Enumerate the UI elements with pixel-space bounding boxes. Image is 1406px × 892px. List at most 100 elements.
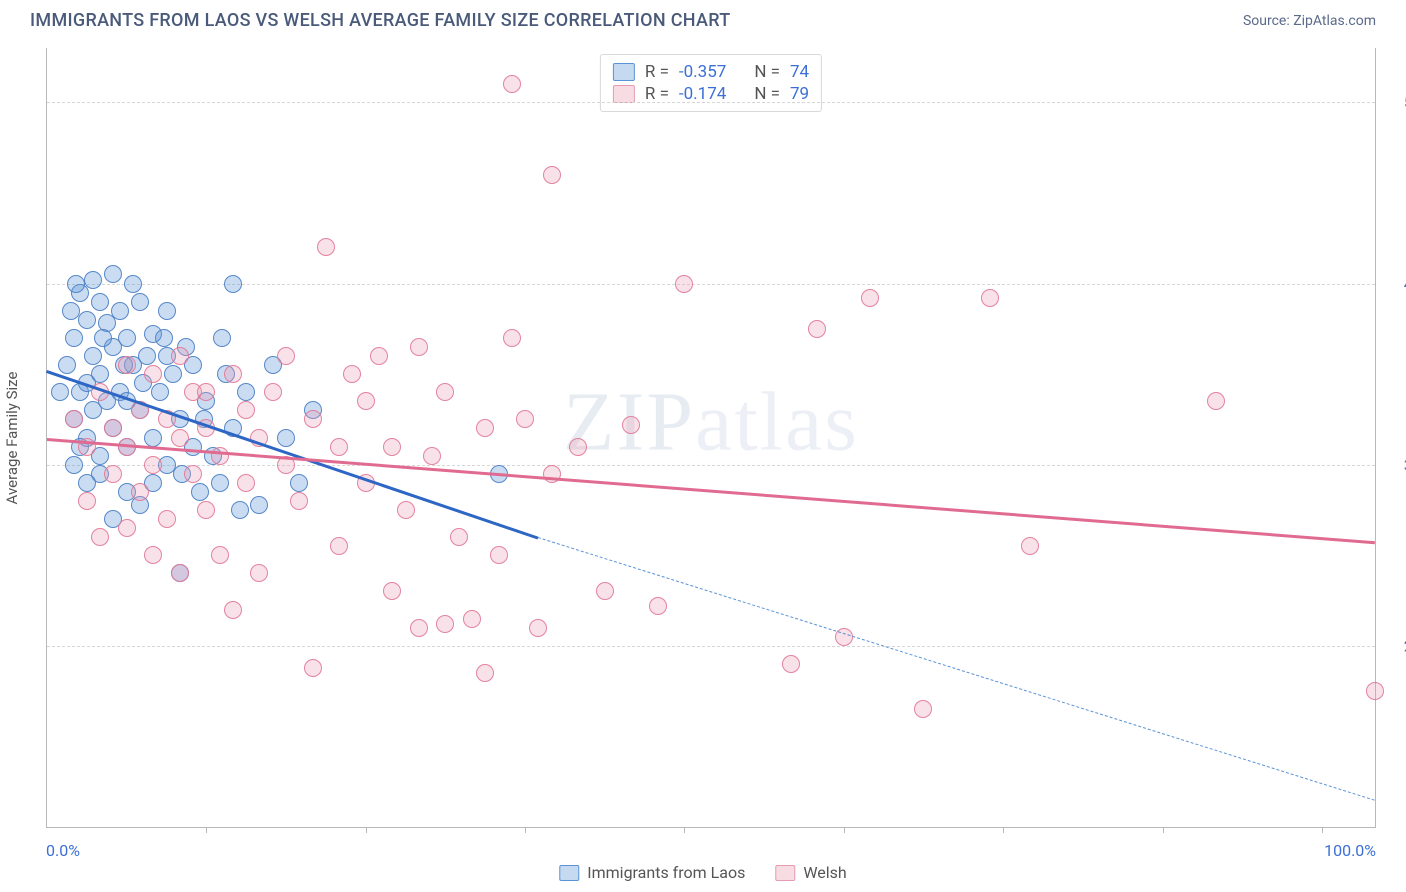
data-point (131, 483, 149, 501)
data-point (91, 528, 109, 546)
data-point (164, 365, 182, 383)
source-label: Source: (1243, 13, 1293, 29)
data-point (304, 659, 322, 677)
data-point (231, 501, 249, 519)
data-point (317, 238, 335, 256)
data-point (596, 582, 614, 600)
data-point (211, 474, 229, 492)
y-tick-label: 4.00 (1385, 274, 1406, 293)
data-point (84, 271, 102, 289)
data-point (463, 610, 481, 628)
data-point (476, 419, 494, 437)
data-point (211, 447, 229, 465)
data-point (144, 546, 162, 564)
data-point (237, 401, 255, 419)
data-point (78, 474, 96, 492)
data-point (503, 75, 521, 93)
data-point (290, 492, 308, 510)
data-point (543, 166, 561, 184)
data-point (357, 392, 375, 410)
data-point (51, 383, 69, 401)
data-point (330, 537, 348, 555)
plot-area: ZIPatlas R = -0.357N = 74R = -0.174N = 7… (46, 48, 1376, 828)
data-point (675, 275, 693, 293)
data-point (1366, 682, 1384, 700)
data-point (861, 289, 879, 307)
data-point (151, 383, 169, 401)
data-point (981, 289, 999, 307)
data-point (622, 416, 640, 434)
data-point (138, 347, 156, 365)
data-point (171, 564, 189, 582)
data-point (290, 474, 308, 492)
y-tick-label: 5.00 (1385, 93, 1406, 112)
data-point (237, 474, 255, 492)
data-point (104, 465, 122, 483)
data-point (155, 329, 173, 347)
data-point (104, 419, 122, 437)
y-gridline (47, 102, 1375, 103)
n-value: 79 (790, 84, 809, 104)
data-point (914, 700, 932, 718)
x-axis-label-left: 0.0% (46, 841, 80, 860)
x-tick (206, 827, 207, 833)
data-point (124, 275, 142, 293)
x-axis-label-right: 100.0% (1324, 841, 1376, 860)
n-value: 74 (790, 62, 809, 82)
data-point (304, 410, 322, 428)
data-point (224, 275, 242, 293)
data-point (118, 356, 136, 374)
data-point (808, 320, 826, 338)
legend-label: Welsh (803, 863, 846, 882)
data-point (529, 619, 547, 637)
data-point (158, 302, 176, 320)
data-point (213, 329, 231, 347)
data-point (423, 447, 441, 465)
r-value: -0.174 (679, 84, 726, 104)
chart-title: IMMIGRANTS FROM LAOS VS WELSH AVERAGE FA… (30, 10, 731, 31)
legend-item: Immigrants from Laos (559, 863, 745, 882)
legend-swatch (613, 63, 635, 81)
data-point (343, 365, 361, 383)
data-point (330, 438, 348, 456)
data-point (78, 311, 96, 329)
legend-label: Immigrants from Laos (587, 863, 745, 882)
data-point (250, 496, 268, 514)
data-point (144, 365, 162, 383)
data-point (58, 356, 76, 374)
n-label: N = (754, 84, 780, 104)
legend-item: Welsh (775, 863, 846, 882)
legend-row: R = -0.357N = 74 (613, 61, 809, 83)
data-point (94, 329, 112, 347)
x-tick (525, 827, 526, 833)
data-point (171, 429, 189, 447)
y-gridline (47, 465, 1375, 466)
x-tick (1163, 827, 1164, 833)
data-point (65, 410, 83, 428)
data-point (450, 528, 468, 546)
data-point (277, 429, 295, 447)
x-tick (1003, 827, 1004, 833)
y-gridline (47, 646, 1375, 647)
data-point (436, 615, 454, 633)
data-point (410, 619, 428, 637)
data-point (1021, 537, 1039, 555)
y-axis-title: Average Family Size (3, 372, 21, 505)
data-point (118, 329, 136, 347)
data-point (649, 597, 667, 615)
data-point (782, 655, 800, 673)
y-gridline (47, 284, 1375, 285)
r-label: R = (645, 84, 669, 104)
trend-line (538, 537, 1375, 801)
data-point (436, 383, 454, 401)
data-point (78, 492, 96, 510)
data-point (111, 302, 129, 320)
x-tick (1322, 827, 1323, 833)
source-name: ZipAtlas.com (1293, 13, 1376, 29)
data-point (476, 664, 494, 682)
data-point (91, 293, 109, 311)
data-point (370, 347, 388, 365)
data-point (383, 582, 401, 600)
y-tick-label: 2.00 (1385, 636, 1406, 655)
data-point (84, 347, 102, 365)
